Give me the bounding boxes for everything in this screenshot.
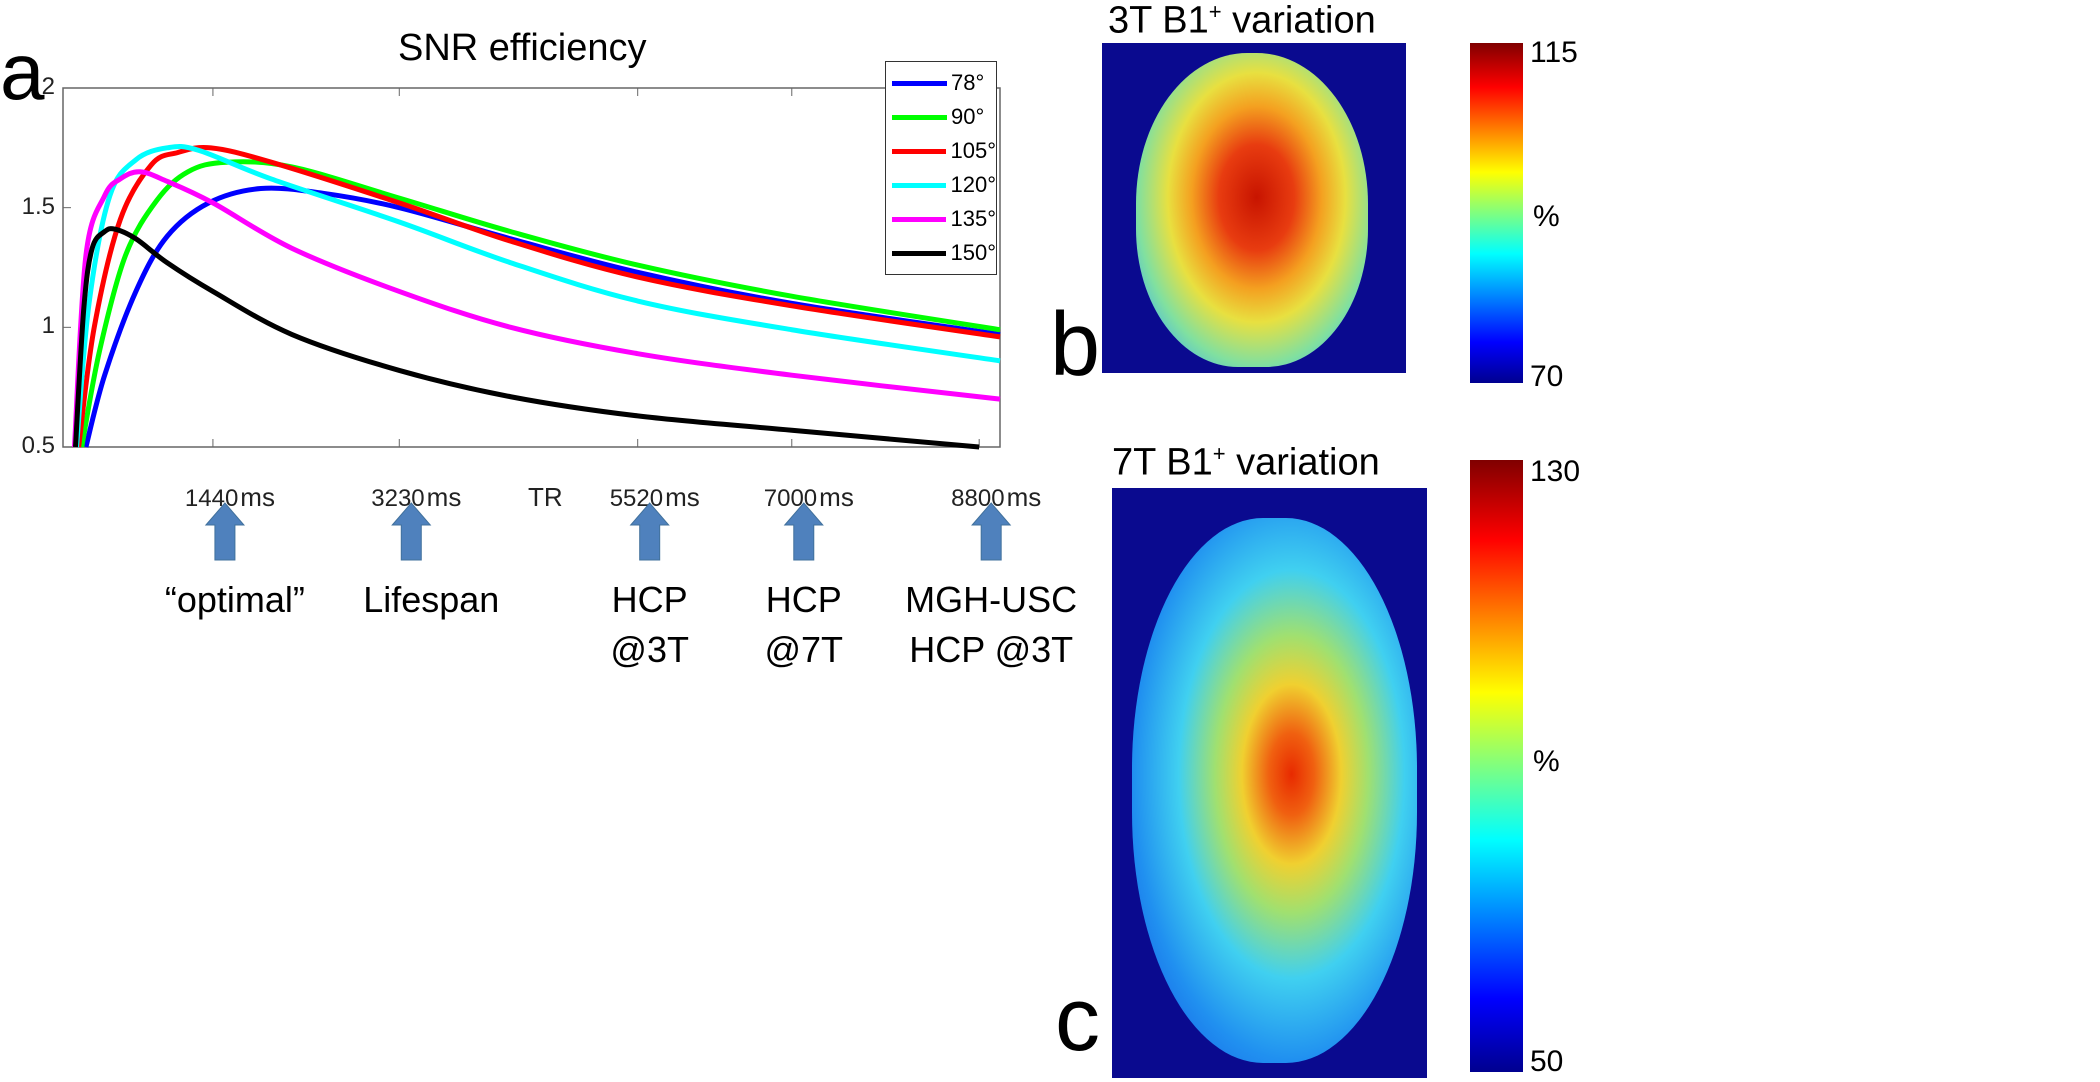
heatmap-7t-title-main: 7T B1 [1112, 441, 1213, 484]
y-tick-label: 1.5 [21, 192, 55, 220]
legend-label: 105° [950, 138, 996, 163]
annotation-label: HCP @7T [684, 575, 924, 675]
legend-item: 120° [886, 168, 996, 202]
brain-3t-map [1136, 53, 1368, 367]
annotation-label: MGH-USC HCP @3T [871, 575, 1111, 675]
series-line-105deg [76, 144, 1001, 448]
brain-7t-map [1132, 518, 1417, 1063]
legend-swatch [892, 80, 947, 86]
x-tick-unit: ms [1006, 482, 1042, 512]
y-tick-label: 0.5 [21, 432, 55, 459]
legend-item: 135° [886, 202, 996, 236]
annotation-line: “optimal” [164, 579, 305, 620]
x-tick-unit: ms [665, 482, 700, 512]
legend-item: 150° [886, 236, 996, 270]
series-line-135deg [71, 169, 1001, 448]
legend-swatch [892, 182, 947, 188]
panel-label-a: a [0, 27, 45, 116]
colorbar-3t-min: 70 [1530, 360, 1564, 393]
legend-swatch [892, 216, 947, 222]
series-line-78deg [83, 185, 1001, 448]
y-tick-label: 1 [41, 312, 55, 340]
heatmap-3t-title-main: 3T B1 [1108, 0, 1209, 42]
annotation-line: HCP [611, 579, 688, 620]
legend-swatch [892, 148, 947, 154]
heatmap-7t-title-rest: variation [1225, 441, 1380, 484]
colorbar-3t-max: 115 [1530, 36, 1578, 69]
heatmap-7t [1112, 488, 1427, 1078]
heatmap-3t-title-rest: variation [1221, 0, 1376, 42]
legend-swatch [892, 250, 947, 256]
up-arrow-icon [204, 502, 246, 561]
legend-item: 78° [886, 66, 996, 100]
legend: 78° 90° 105° 120° 135° 150° [885, 61, 997, 275]
annotation-line: HCP [765, 579, 842, 620]
up-arrow-icon [629, 502, 670, 561]
chart-title: SNR efficiency [398, 27, 647, 69]
annotation-label: HCP @3T [530, 575, 770, 675]
annotation-line: @7T [764, 629, 844, 670]
colorbar-7t [1470, 460, 1523, 1072]
legend-label: 78° [951, 70, 985, 95]
arrows [204, 502, 1012, 561]
series-line-120deg [74, 143, 1001, 448]
legend-swatch [892, 114, 947, 120]
legend-label: 135° [950, 206, 996, 231]
panel-label-b: b [1050, 295, 1101, 395]
y-tick-label: 2 [41, 73, 55, 100]
legend-label: 150° [950, 240, 996, 265]
legend-label: 120° [950, 172, 996, 197]
x-tick-unit: ms [240, 482, 275, 512]
x-tick-label: 8800ms [951, 482, 1041, 513]
up-arrow-icon [971, 502, 1012, 561]
legend-label: 90° [951, 104, 985, 129]
annotation-label: “optimal” [115, 575, 355, 625]
x-axis-label: TR [528, 482, 563, 512]
colorbar-3t-unit: % [1533, 200, 1560, 233]
up-arrow-icon [783, 502, 824, 561]
series-line-150deg [72, 226, 980, 450]
up-arrow-icon [391, 502, 432, 561]
annotation-line: HCP @3T [909, 629, 1074, 670]
legend-item: 90° [886, 100, 996, 134]
legend-item: 105° [886, 134, 996, 168]
annotation-line: @3T [610, 629, 689, 670]
snr-plot [62, 87, 1001, 450]
heatmap-3t-title: 3T B1+ variation [1108, 0, 1376, 42]
colorbar-7t-unit: % [1533, 745, 1560, 778]
annotation-line: MGH-USC [905, 579, 1078, 620]
panel-label-c: c [1055, 970, 1100, 1070]
colorbar-7t-max: 130 [1530, 455, 1581, 488]
heatmap-7t-title: 7T B1+ variation [1112, 441, 1380, 484]
x-tick-unit: ms [819, 482, 854, 512]
heatmap-3t [1102, 43, 1406, 373]
annotation-label: Lifespan [311, 575, 551, 625]
annotation-line: Lifespan [363, 579, 500, 620]
colorbar-3t [1470, 43, 1523, 383]
x-tick-unit: ms [426, 482, 462, 512]
heatmap-7t-title-sup: + [1212, 441, 1226, 466]
colorbar-7t-min: 50 [1530, 1045, 1564, 1078]
series-line-90deg [79, 159, 1001, 448]
heatmap-3t-title-sup: + [1208, 0, 1222, 24]
